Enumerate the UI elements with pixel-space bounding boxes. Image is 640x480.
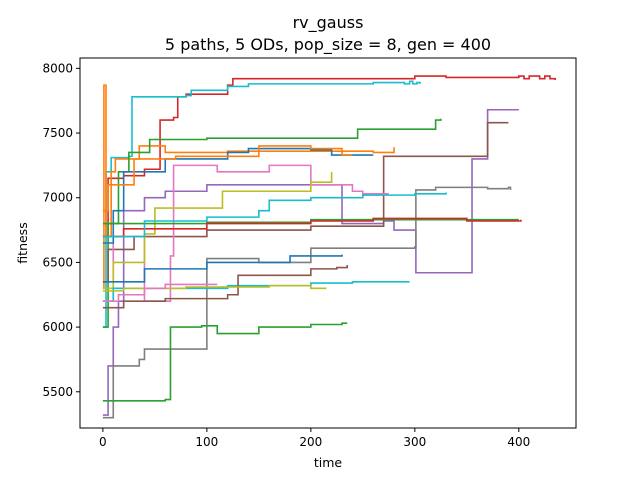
x-tick-label: 0 (99, 435, 107, 449)
y-axis-label: fitness (15, 222, 30, 263)
series-line-19 (102, 145, 353, 212)
series-line-12 (102, 281, 410, 303)
x-tick-label: 200 (299, 435, 322, 449)
series-line-15 (102, 254, 343, 283)
series-line-13 (102, 264, 349, 309)
y-tick-label: 7500 (42, 126, 73, 140)
y-tick-label: 8000 (42, 61, 73, 75)
series-layer (102, 75, 556, 419)
y-tick-label: 7000 (42, 191, 73, 205)
y-tick-label: 6500 (42, 255, 73, 269)
plot-frame (79, 57, 577, 429)
x-tick-label: 400 (507, 435, 530, 449)
y-tick-label: 5500 (42, 385, 73, 399)
x-tick-label: 300 (403, 435, 426, 449)
series-line-1 (102, 75, 556, 238)
y-tick-label: 6000 (42, 320, 73, 334)
chart-subtitle: 5 paths, 5 ODs, pop_size = 8, gen = 400 (165, 35, 491, 55)
series-line-18 (102, 192, 447, 238)
x-tick-label: 100 (195, 435, 218, 449)
series-line-17 (102, 217, 522, 238)
series-line-2 (102, 80, 421, 328)
series-line-20 (102, 283, 218, 303)
series-line-14 (102, 284, 327, 292)
x-axis-label: time (314, 455, 343, 470)
series-line-16 (102, 218, 519, 225)
series-line-11 (102, 322, 348, 402)
series-line-6 (102, 121, 509, 283)
x-axis: 0 100 200 300 400 (99, 428, 530, 449)
chart-title: rv_gauss (293, 13, 364, 33)
series-line-9 (102, 171, 333, 290)
y-axis: 5500 6000 6500 7000 7500 8000 (42, 61, 80, 399)
